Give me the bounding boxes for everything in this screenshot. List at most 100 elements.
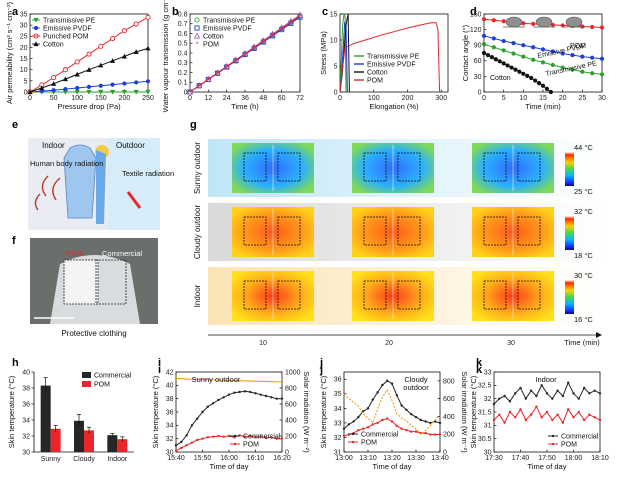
chart-title: Indoor — [535, 375, 557, 384]
x-tick-label: 250 — [142, 95, 154, 102]
y-tick-label: 25 — [20, 34, 28, 41]
x-tick-label: 50 — [50, 95, 58, 102]
data-point — [570, 52, 575, 58]
x-tick-label: 100 — [71, 95, 83, 102]
y-tick-label: 30 — [484, 449, 492, 456]
data-point — [74, 59, 80, 65]
data-point — [366, 426, 370, 429]
data-point — [519, 386, 522, 390]
x-tick-label: 0 — [188, 95, 192, 102]
y-tick-label: 0.3 — [178, 60, 188, 67]
data-point — [376, 421, 379, 425]
data-point — [492, 402, 496, 406]
data-point — [217, 398, 220, 402]
y-tick-label: 0.1 — [178, 80, 188, 87]
commercial-region-box — [483, 216, 507, 246]
data-point — [493, 57, 498, 62]
bar — [40, 385, 51, 452]
y2-tick-label: 800 — [443, 378, 455, 385]
data-point — [550, 62, 555, 68]
x-axis-label: Time (min) — [525, 102, 561, 111]
y-tick-label: 36 — [334, 377, 342, 384]
y-tick-label: 0.4 — [178, 50, 188, 57]
data-point — [400, 404, 403, 407]
outdoor-region — [108, 138, 160, 230]
water-droplet-icon — [505, 16, 523, 28]
data-point — [524, 397, 527, 400]
data-point — [133, 89, 139, 95]
data-point: * — [262, 39, 265, 46]
y2-tick-label: 600 — [285, 401, 297, 408]
data-point — [174, 444, 178, 447]
data-point — [110, 82, 115, 87]
data-point — [489, 55, 494, 60]
commercial-region-box — [483, 152, 507, 182]
x-tick-label: 0 — [482, 95, 486, 102]
data-point — [233, 391, 236, 394]
data-point: * — [280, 26, 283, 33]
y2-tick-label: 200 — [443, 432, 455, 439]
y2-tick-label: 0 — [285, 449, 289, 456]
y-tick-label: 20 — [20, 45, 28, 52]
data-point — [405, 408, 408, 412]
data-point: * — [234, 58, 237, 65]
legend-entry: POM — [367, 77, 383, 84]
y-tick-label: 30 — [20, 23, 28, 30]
panel-label-i: i — [158, 357, 161, 369]
data-point: * — [189, 90, 192, 97]
x-tick-label: 200 — [402, 95, 414, 102]
x-tick-label: 200 — [119, 95, 131, 102]
series-annotation: Emissive PVDF — [537, 43, 586, 60]
data-point — [371, 423, 374, 426]
data-point — [366, 407, 370, 410]
body-radiation-arrows — [34, 175, 61, 211]
x-tick-label: 36 — [241, 95, 249, 102]
commercial-label: Commercial — [102, 249, 142, 258]
data-point — [50, 81, 57, 86]
panel-label-f: f — [12, 235, 16, 247]
x-axis-label: Time of day — [528, 462, 567, 471]
data-point — [180, 440, 183, 444]
data-point — [508, 410, 512, 414]
legend-entry: Emissive PVDF — [43, 25, 92, 32]
data-point — [86, 89, 92, 95]
data-point — [544, 86, 550, 91]
x-tick-label: 15 — [539, 95, 547, 102]
data-point — [540, 60, 546, 65]
y-axis-label: Skin temperature (°C) — [319, 375, 328, 448]
data-point: * — [289, 20, 292, 27]
legend-entry: Commercial — [243, 433, 281, 440]
legend-entry: Cotton — [43, 41, 64, 48]
bar — [117, 439, 128, 452]
data-point — [545, 410, 549, 414]
data-point — [206, 436, 209, 439]
legend-entry: Transmissive PE — [367, 53, 420, 60]
data-point — [122, 81, 127, 86]
data-point — [222, 435, 225, 438]
x-tick-label: 24 — [223, 95, 231, 102]
y-tick-label: 0.5 — [178, 41, 188, 48]
bar — [107, 435, 118, 452]
y-tick-label: 0.7 — [178, 21, 188, 28]
data-point — [270, 436, 273, 439]
y-tick-label: 32.5 — [478, 383, 492, 390]
data-point — [533, 78, 538, 83]
chart-c-stress-elongation: c 0 100 200 300 0 5 10 15 Elongation (%) Stress (M… — [319, 6, 449, 111]
y-tick-label: 33 — [334, 420, 342, 427]
colour-scale-cloudy — [565, 216, 574, 250]
legend-entry: POM — [94, 382, 110, 389]
y-tick-label: 32 — [484, 396, 492, 403]
x-tick-label: 13:30 — [407, 455, 425, 462]
data-point: * — [216, 70, 219, 77]
data-point — [509, 65, 514, 70]
y-tick-label: 5 — [24, 78, 28, 85]
x-tick-label: 15:40 — [167, 455, 185, 462]
x-tick-label: 5 — [502, 95, 506, 102]
data-point — [535, 394, 538, 398]
data-point — [395, 424, 398, 428]
data-point — [519, 408, 522, 411]
data-point — [222, 396, 225, 399]
commercial-region-box — [243, 280, 267, 310]
x-tick-label: 18:10 — [591, 455, 609, 462]
